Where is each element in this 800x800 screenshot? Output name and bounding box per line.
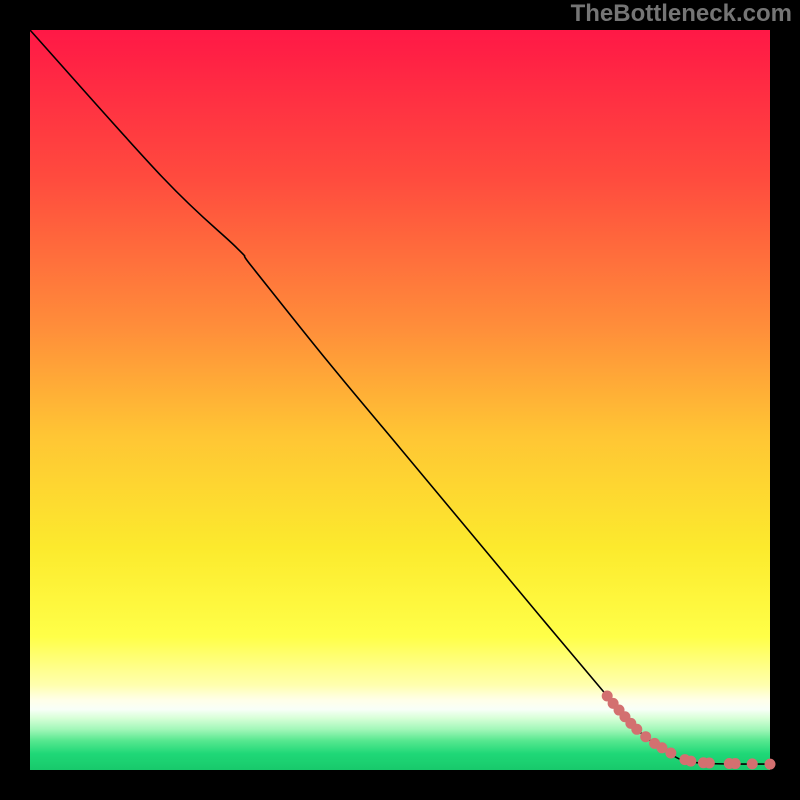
data-marker [747,759,757,769]
data-marker [765,759,775,769]
data-marker [632,724,642,734]
data-marker [730,759,740,769]
data-marker [704,758,714,768]
data-marker [666,748,676,758]
data-marker [657,743,667,753]
watermark-text: TheBottleneck.com [571,0,792,28]
data-marker [641,732,651,742]
chart-background [30,30,770,770]
bottleneck-chart [0,0,800,800]
data-marker [686,756,696,766]
